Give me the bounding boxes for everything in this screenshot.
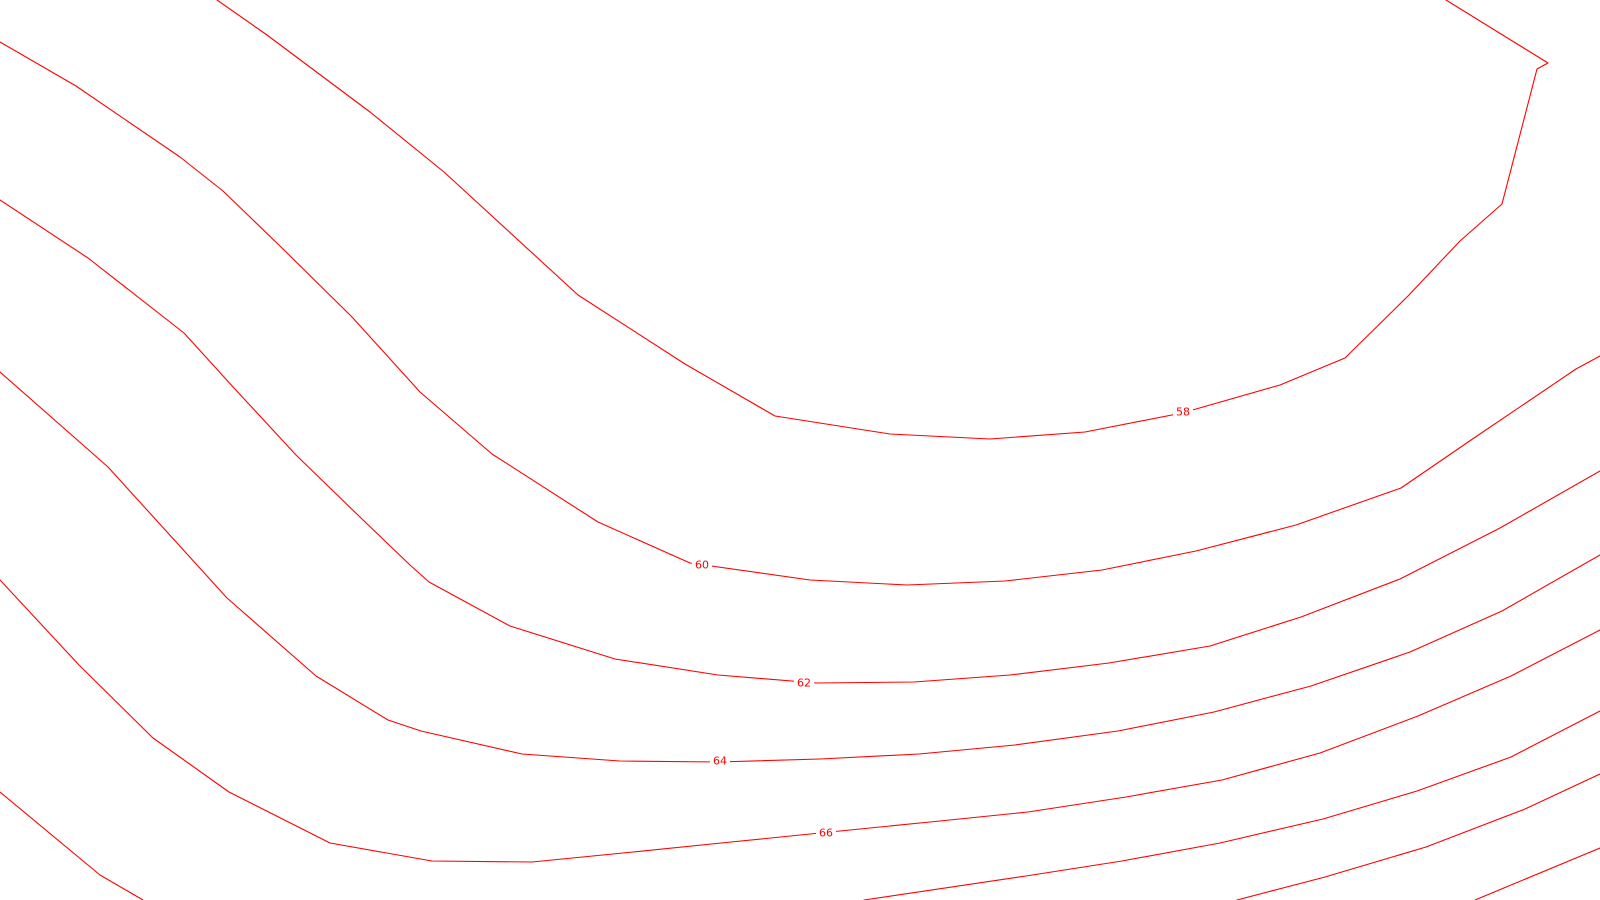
contour-62: 62 [0, 199, 1600, 690]
contour-label-64: 64 [713, 755, 727, 768]
contour-label-66: 66 [819, 827, 833, 840]
contour-line-70 [1236, 773, 1600, 900]
contour-label-bg-60 [692, 557, 712, 571]
contour-label-58: 58 [1176, 406, 1190, 419]
contour-line-68 [0, 710, 1600, 900]
contour-line-60 [0, 41, 1600, 586]
contour-label-60: 60 [695, 559, 709, 572]
contour-label-bg-62 [794, 675, 814, 689]
contour-line-64 [0, 371, 1600, 763]
contour-64: 64 [0, 371, 1600, 768]
contour-label-62: 62 [797, 677, 811, 690]
contour-label-bg-64 [710, 753, 730, 767]
contour-60: 60 [0, 41, 1600, 586]
contour-66: 66 [0, 579, 1600, 863]
contour-line-58 [216, 0, 1549, 440]
contour-line-62 [0, 199, 1600, 684]
contour-72 [1474, 847, 1600, 900]
contour-line-72 [1474, 847, 1600, 900]
contour-label-bg-66 [816, 825, 836, 839]
contour-line-66 [0, 579, 1600, 863]
contour-70 [1236, 773, 1600, 900]
contour-68 [0, 710, 1600, 900]
contour-58: 58 [216, 0, 1549, 440]
contour-label-bg-58 [1173, 404, 1193, 418]
